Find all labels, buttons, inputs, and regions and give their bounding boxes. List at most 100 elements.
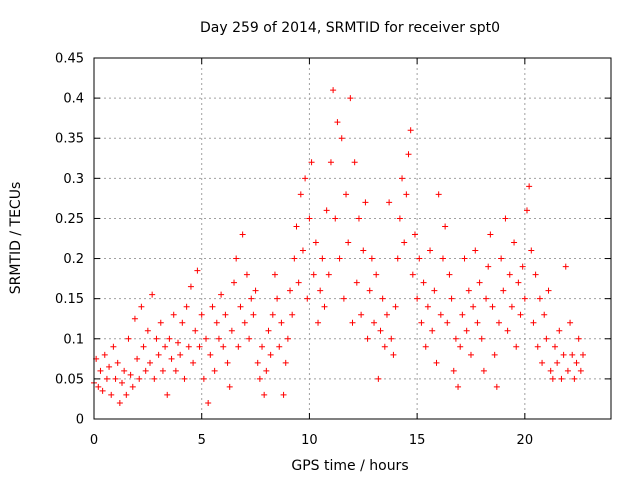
data-point [343,191,350,198]
data-point [459,311,466,318]
data-point [483,295,490,302]
data-point [310,271,317,278]
data-point [276,343,283,350]
data-point [116,399,123,406]
data-point [564,367,571,374]
data-point [349,319,356,326]
data-point [362,199,369,206]
data-point [575,335,582,342]
data-point [523,207,530,214]
data-point [106,363,113,370]
data-point [476,279,483,286]
data-point [433,359,440,366]
data-point [119,379,126,386]
data-point [336,255,343,262]
data-point [131,315,138,322]
data-point [467,351,474,358]
data-point [377,327,384,334]
data-point [181,375,188,382]
data-point [536,295,543,302]
y-tick-label: 0.05 [55,372,84,387]
data-point [480,367,487,374]
data-point [243,271,250,278]
data-point [493,383,500,390]
data-point [478,335,485,342]
data-point [355,215,362,222]
data-point [403,191,410,198]
data-point [491,351,498,358]
data-point [269,311,276,318]
data-point [474,319,481,326]
y-tick-label: 0.35 [55,132,84,147]
data-point [330,87,337,94]
data-point [401,239,408,246]
data-point [506,271,513,278]
grid [94,58,611,419]
data-point [528,247,535,254]
data-point [327,159,334,166]
data-point [293,223,300,230]
y-tick-label: 0.1 [63,332,84,347]
x-tick-label: 10 [301,433,318,448]
data-point [125,335,132,342]
data-point [114,359,121,366]
data-point [424,303,431,310]
data-point [463,327,470,334]
data-point [321,303,328,310]
data-point [446,271,453,278]
data-point [302,175,309,182]
data-point [455,383,462,390]
data-point [532,271,539,278]
y-tick-label: 0 [76,413,84,428]
data-point [386,199,393,206]
data-point [411,231,418,238]
data-point [461,255,468,262]
data-point [140,343,147,350]
data-point [558,375,565,382]
data-point [315,319,322,326]
data-point [166,335,173,342]
data-point [418,319,425,326]
y-tick-label: 0.4 [63,92,84,107]
data-point [127,371,134,378]
data-point [207,351,214,358]
data-point [504,327,511,334]
data-point [196,343,203,350]
data-point [99,387,106,394]
data-point [373,271,380,278]
data-point [549,375,556,382]
axis-ticks: 0 0.05 0.1 0.15 0.2 0.25 0.3 0.35 0.4 0.45 0 5 10 15 2… [55,52,611,448]
data-point [452,335,459,342]
data-point [450,367,457,374]
data-point [571,375,578,382]
data-point [409,271,416,278]
data-point [228,327,235,334]
data-point [338,135,345,142]
data-point [429,327,436,334]
data-point [526,183,533,190]
data-point [144,327,151,334]
data-point [317,287,324,294]
data-point [547,367,554,374]
data-point [383,311,390,318]
data-point [323,207,330,214]
data-point [541,311,548,318]
data-point [284,335,291,342]
data-point [254,359,261,366]
data-point [437,311,444,318]
data-point [155,351,162,358]
data-point [431,287,438,294]
data-point [577,367,584,374]
data-point [515,279,522,286]
data-point [231,279,238,286]
data-point [545,287,552,294]
data-point [136,375,143,382]
data-point [233,255,240,262]
data-point [353,279,360,286]
data-point [334,119,341,126]
data-point [200,375,207,382]
data-point [177,351,184,358]
data-point [375,375,382,382]
data-point [237,303,244,310]
x-tick-label: 5 [198,433,206,448]
